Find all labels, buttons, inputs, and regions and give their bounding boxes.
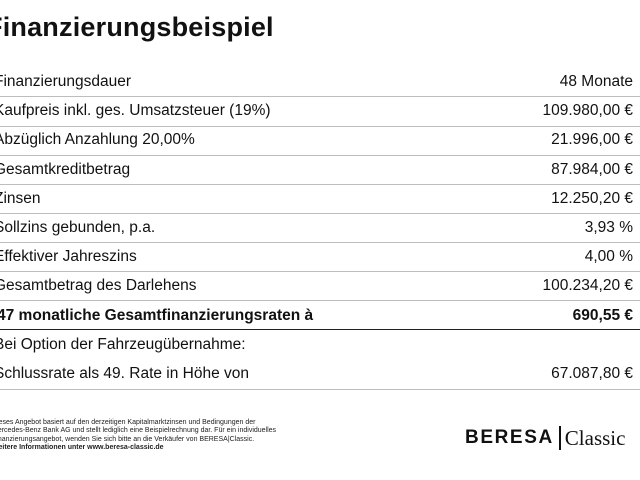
row-divider (0, 126, 640, 127)
disclaimer-line: Dieses Angebot basiert auf den derzeitig… (0, 419, 256, 426)
row-value: 3,93 % (584, 218, 633, 236)
row-divider (0, 213, 640, 214)
row-value: 87.984,00 € (551, 160, 633, 178)
row-label: Kaufpreis inkl. ges. Umsatzsteuer (19%) (0, 102, 271, 120)
logo-separator (558, 426, 561, 450)
row-divider (0, 389, 640, 390)
row-monthly-rate: 47 monatliche Gesamtfinanzierungsraten à… (0, 301, 640, 330)
row-interest: Zinsen 12.250,20 € (0, 184, 640, 213)
disclaimer-text: Dieses Angebot basiert auf den derzeitig… (0, 419, 292, 452)
row-value: 67.087,80 € (551, 364, 633, 382)
row-label: Gesamtkreditbetrag (0, 160, 131, 178)
disclaimer-line: Mercedes-Benz Bank AG und stellt ledigli… (0, 427, 277, 435)
row-value: 100.234,20 € (542, 277, 633, 295)
disclaimer-line: Finanzierungsangebot, wenden Sie sich bi… (0, 435, 255, 443)
row-value: 12.250,20 € (551, 189, 633, 207)
row-label: Abzüglich Anzahlung 20,00% (0, 131, 195, 149)
row-duration: Finanzierungsdauer 48 Monate (0, 67, 640, 96)
row-price: Kaufpreis inkl. ges. Umsatzsteuer (19%) … (0, 96, 640, 125)
row-option-heading: Bei Option der Fahrzeugübernahme: (0, 330, 640, 359)
row-label: Sollzins gebunden, p.a. (0, 218, 156, 236)
row-divider (0, 300, 640, 301)
logo-brand: BERESA (465, 427, 554, 448)
row-label: Bei Option der Fahrzeugübernahme: (0, 335, 246, 353)
row-divider (0, 242, 640, 243)
row-value: 21.996,00 € (551, 131, 633, 149)
row-divider (0, 96, 640, 97)
disclaimer-web-line: Weitere Informationen unter www.beresa-c… (0, 443, 164, 451)
financing-table: Finanzierungsdauer 48 Monate Kaufpreis i… (0, 67, 640, 388)
row-total-loan: Gesamtbetrag des Darlehens 100.234,20 € (0, 271, 640, 300)
row-value: 109.980,00 € (542, 102, 633, 120)
row-label: Zinsen (0, 189, 41, 207)
row-divider (0, 184, 640, 185)
row-effective-rate: Effektiver Jahreszins 4,00 % (0, 242, 640, 271)
row-label: Finanzierungsdauer (0, 73, 132, 90)
row-down-payment: Abzüglich Anzahlung 20,00% 21.996,00 € (0, 125, 640, 154)
row-divider (0, 329, 640, 330)
beresa-classic-logo: BERESA Classic (465, 424, 625, 452)
page-title: Finanzierungsbeispiel (0, 12, 274, 42)
row-divider (0, 271, 640, 272)
row-nominal-rate: Sollzins gebunden, p.a. 3,93 % (0, 213, 640, 242)
row-value: 4,00 % (584, 248, 633, 266)
row-value: 690,55 € (572, 306, 633, 324)
row-final-rate: Schlussrate als 49. Rate in Höhe von 67.… (0, 359, 640, 388)
row-value: 48 Monate (559, 73, 633, 90)
row-label: Effektiver Jahreszins (0, 248, 137, 266)
row-label: Schlussrate als 49. Rate in Höhe von (0, 364, 250, 382)
row-divider (0, 155, 640, 156)
row-label: Gesamtbetrag des Darlehens (0, 277, 197, 295)
row-loan-amount: Gesamtkreditbetrag 87.984,00 € (0, 155, 640, 184)
logo-suffix: Classic (564, 425, 626, 450)
row-label: 47 monatliche Gesamtfinanzierungsraten à (0, 306, 314, 324)
